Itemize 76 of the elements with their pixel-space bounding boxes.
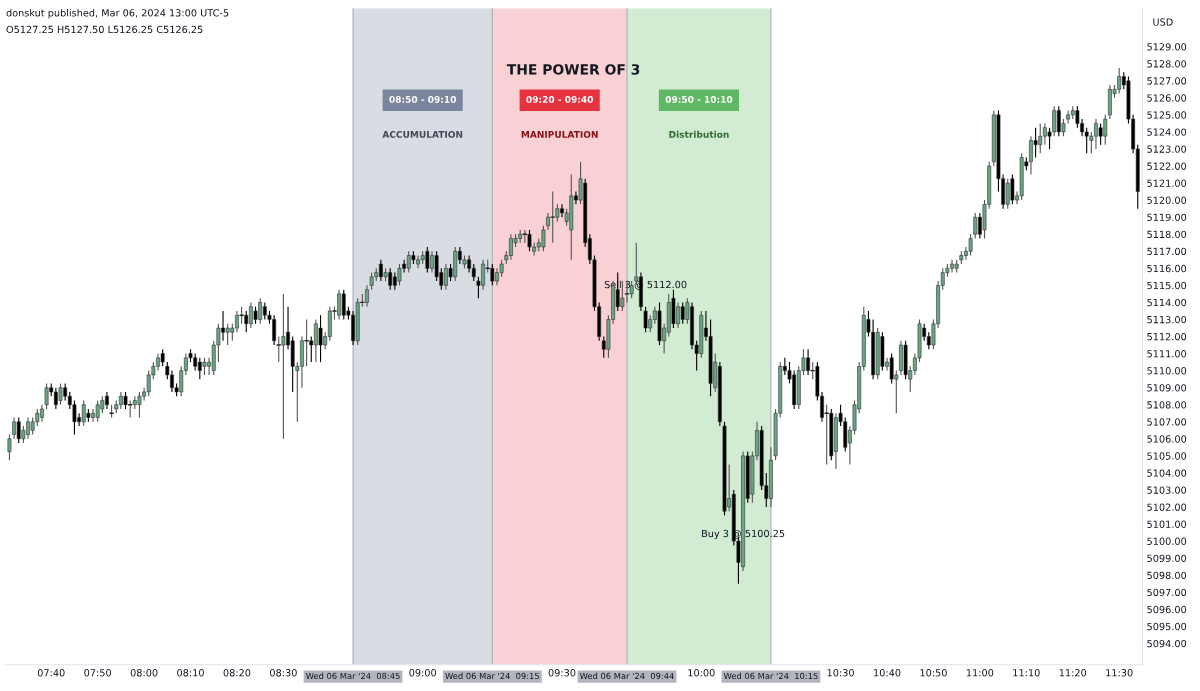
x-tick-label: 08:00 <box>130 669 158 677</box>
annotation: O5127.25 H5127.50 L5126.25 C5126.25 <box>6 25 203 34</box>
y-tick-label: 5103.00 <box>1147 486 1187 494</box>
y-tick-label: 5124.00 <box>1147 128 1187 136</box>
ref-line-label: Wed 06 Mar '24 08:45 <box>306 672 400 680</box>
y-tick-label: 5115.00 <box>1147 281 1187 290</box>
x-tick-label: 09:00 <box>409 669 437 677</box>
y-tick-label: 5098.00 <box>1147 571 1187 580</box>
candlestick <box>968 233 973 257</box>
y-axis-title: USD <box>1153 18 1173 26</box>
annotation: donskut published, Mar 06, 2024 13:00 UTC-5 <box>6 8 229 19</box>
candlestick <box>397 263 402 286</box>
y-tick-label: 5118.00 <box>1147 230 1187 239</box>
ref-line-label: Wed 06 Mar '24 09:44 <box>579 672 674 680</box>
annotation: 08:50 - 09:10 <box>389 95 457 103</box>
x-tick-label: 11:00 <box>966 669 994 677</box>
y-tick-label: 5099.00 <box>1147 554 1187 563</box>
y-tick-label: 5107.00 <box>1147 418 1187 426</box>
y-tick-label: 5101.00 <box>1147 520 1187 528</box>
x-tick-label: 07:40 <box>37 669 65 677</box>
x-tick-label: 10:40 <box>874 669 901 677</box>
y-tick-label: 5106.00 <box>1147 435 1187 443</box>
band-label: MANIPULATION <box>521 131 598 138</box>
y-tick-label: 5100.00 <box>1147 537 1187 545</box>
x-tick-label: 08:10 <box>177 669 204 677</box>
y-tick-label: 5108.00 <box>1147 401 1187 409</box>
y-tick-label: 5125.00 <box>1147 111 1187 119</box>
y-tick-label: 5094.00 <box>1147 639 1187 648</box>
ref-line-label: Wed 06 Mar '24 10:15 <box>723 672 818 680</box>
y-tick-label: 5117.00 <box>1147 247 1187 256</box>
y-tick-label: 5113.00 <box>1147 315 1187 324</box>
x-tick-label: 09:30 <box>548 669 576 677</box>
x-tick-label: 10:30 <box>827 669 854 677</box>
y-tick-label: 5129.00 <box>1147 43 1187 51</box>
x-tick-label: 07:50 <box>84 669 112 677</box>
y-tick-label: 5120.00 <box>1147 196 1187 204</box>
candlestick <box>58 382 63 406</box>
x-tick-label: 10:50 <box>920 669 947 677</box>
y-tick-label: 5105.00 <box>1147 452 1187 460</box>
annotation: 09:20 - 09:40 <box>526 95 593 103</box>
candlestick <box>137 391 142 419</box>
annotation: 09:50 - 10:10 <box>665 95 733 103</box>
y-tick-label: 5128.00 <box>1147 60 1187 68</box>
y-tick-label: 5102.00 <box>1147 503 1187 511</box>
y-tick-label: 5121.00 <box>1147 179 1187 187</box>
x-tick-label: 10:00 <box>688 669 715 677</box>
candlestick <box>72 399 77 436</box>
y-tick-label: 5123.00 <box>1147 145 1187 153</box>
y-tick-label: 5096.00 <box>1147 605 1187 614</box>
y-tick-label: 5104.00 <box>1147 469 1187 477</box>
y-tick-label: 5112.00 <box>1147 332 1187 341</box>
candlestick <box>318 314 323 363</box>
candlestick <box>281 293 286 440</box>
ref-line-label: Wed 06 Mar '24 09:15 <box>445 672 539 680</box>
y-tick-label: 5114.00 <box>1147 298 1187 307</box>
y-tick-label: 5110.00 <box>1147 367 1187 375</box>
y-tick-label: 5127.00 <box>1147 77 1187 85</box>
y-tick-label: 5095.00 <box>1147 622 1187 631</box>
y-tick-label: 5111.00 <box>1147 350 1187 358</box>
y-tick-label: 5119.00 <box>1147 213 1187 221</box>
candlestick <box>527 229 532 252</box>
y-tick-label: 5097.00 <box>1147 588 1187 597</box>
candlestick <box>276 335 282 363</box>
band-label: ACCUMULATION <box>382 131 463 138</box>
candlestick <box>973 212 978 240</box>
x-tick-label: 11:20 <box>1059 669 1087 677</box>
y-tick-label: 5126.00 <box>1147 94 1187 102</box>
x-tick-label: 08:30 <box>270 669 297 677</box>
y-tick-label: 5116.00 <box>1147 264 1187 273</box>
text: THE POWER OF 3 <box>506 64 640 75</box>
band-label: Distribution <box>669 130 729 138</box>
y-tick-label: 5122.00 <box>1147 162 1187 170</box>
y-tick-label: 5109.00 <box>1147 384 1187 392</box>
x-tick-label: 11:30 <box>1106 669 1133 677</box>
x-tick-label: 11:10 <box>1013 669 1040 677</box>
x-tick-label: 08:20 <box>223 669 251 677</box>
